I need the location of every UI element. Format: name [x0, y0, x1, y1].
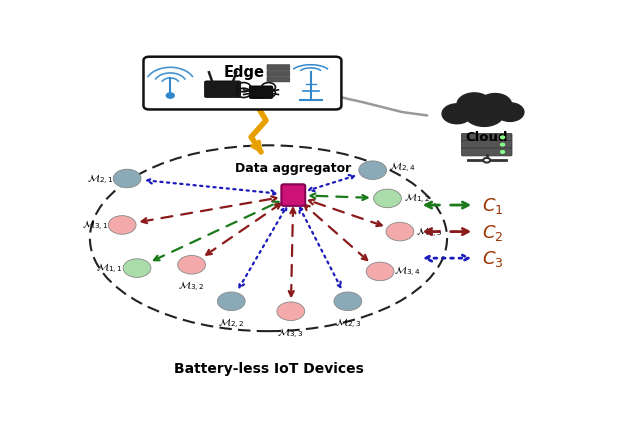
Text: $C_3$: $C_3$ — [482, 249, 503, 268]
FancyBboxPatch shape — [461, 134, 512, 142]
Circle shape — [500, 137, 504, 139]
Text: Battery-less IoT Devices: Battery-less IoT Devices — [173, 361, 364, 375]
Text: $C_1$: $C_1$ — [482, 196, 503, 215]
Text: $\mathcal{M}_{2,3}$: $\mathcal{M}_{2,3}$ — [335, 316, 361, 330]
Text: $\mathcal{M}_{2,2}$: $\mathcal{M}_{2,2}$ — [218, 316, 244, 330]
Circle shape — [218, 292, 245, 311]
Text: $\mathcal{M}_{3,1}$: $\mathcal{M}_{3,1}$ — [82, 218, 108, 233]
FancyBboxPatch shape — [461, 149, 512, 157]
Circle shape — [465, 101, 504, 127]
Circle shape — [366, 262, 394, 281]
FancyBboxPatch shape — [205, 82, 241, 98]
Circle shape — [334, 292, 362, 311]
Circle shape — [123, 259, 151, 278]
Circle shape — [108, 216, 136, 235]
Text: $\mathcal{M}_{3,5}$: $\mathcal{M}_{3,5}$ — [417, 225, 443, 239]
Circle shape — [386, 223, 414, 241]
Text: $\mathcal{M}_{1,2}$: $\mathcal{M}_{1,2}$ — [404, 192, 431, 206]
Circle shape — [166, 94, 174, 99]
FancyBboxPatch shape — [267, 71, 290, 77]
FancyBboxPatch shape — [282, 185, 305, 206]
Circle shape — [457, 94, 492, 117]
Text: $\mathcal{M}_{3,3}$: $\mathcal{M}_{3,3}$ — [278, 326, 304, 340]
Circle shape — [442, 104, 472, 124]
FancyBboxPatch shape — [250, 87, 273, 99]
Circle shape — [277, 302, 305, 321]
Circle shape — [500, 144, 504, 147]
Text: Data aggregator: Data aggregator — [235, 162, 351, 175]
Circle shape — [496, 104, 524, 122]
FancyBboxPatch shape — [267, 77, 290, 83]
FancyBboxPatch shape — [461, 141, 512, 149]
Circle shape — [359, 162, 387, 180]
Circle shape — [374, 190, 401, 208]
Circle shape — [113, 170, 141, 188]
Text: $C_2$: $C_2$ — [482, 222, 503, 242]
Text: Cloud: Cloud — [465, 131, 508, 144]
FancyBboxPatch shape — [143, 58, 341, 110]
Text: $\mathcal{M}_{3,2}$: $\mathcal{M}_{3,2}$ — [179, 280, 205, 294]
Circle shape — [483, 159, 490, 163]
Text: $\mathcal{M}_{2,4}$: $\mathcal{M}_{2,4}$ — [389, 160, 416, 175]
Text: $\mathcal{M}_{2,1}$: $\mathcal{M}_{2,1}$ — [86, 172, 113, 186]
Circle shape — [479, 94, 511, 116]
Text: $\mathcal{M}_{1,1}$: $\mathcal{M}_{1,1}$ — [97, 261, 123, 276]
Text: $\mathcal{M}_{3,4}$: $\mathcal{M}_{3,4}$ — [394, 265, 420, 279]
FancyBboxPatch shape — [267, 65, 290, 71]
Circle shape — [178, 256, 205, 274]
Circle shape — [500, 151, 504, 154]
Text: Edge: Edge — [223, 65, 264, 80]
